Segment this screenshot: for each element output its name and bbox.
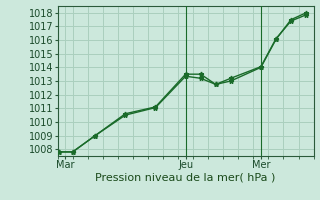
X-axis label: Pression niveau de la mer( hPa ): Pression niveau de la mer( hPa ) [95,173,276,183]
